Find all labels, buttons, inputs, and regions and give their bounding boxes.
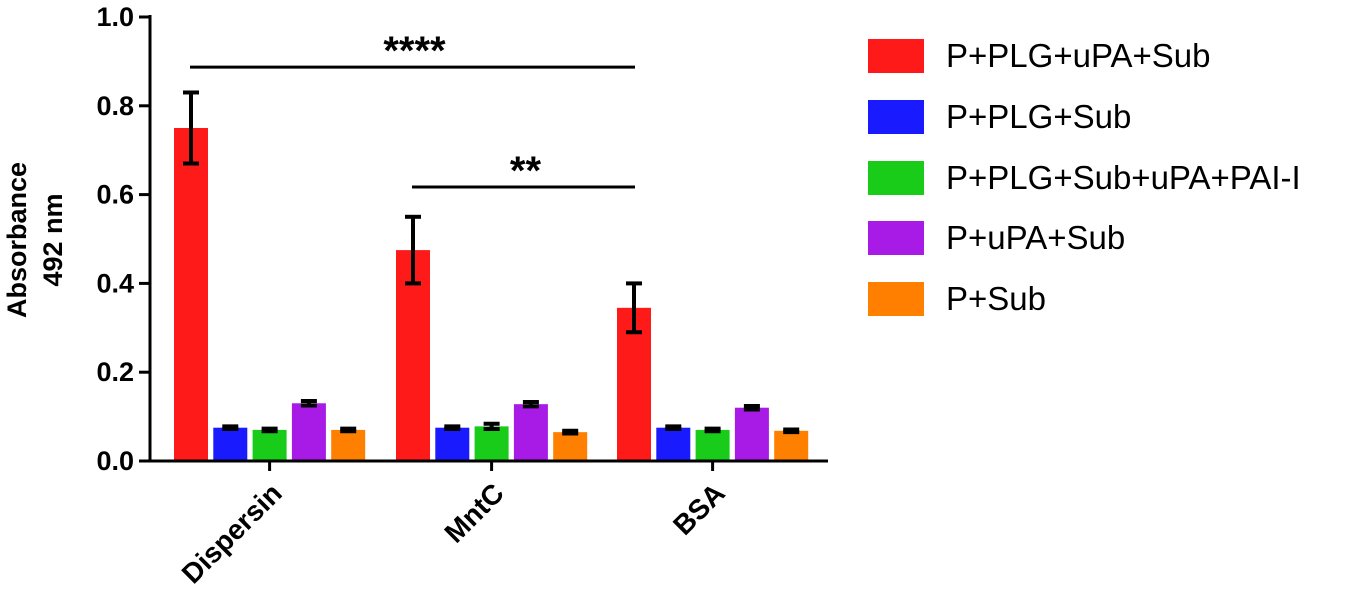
y-axis-title-line2: 492 nm [38,193,68,286]
bar [695,429,730,461]
y-tick-label: 0.0 [96,446,134,476]
bar [252,429,287,461]
y-axis-title-line1: Absorbance [2,162,32,318]
bars [174,90,809,461]
legend: P+PLG+uPA+Sub P+PLG+Sub P+PLG+Sub+uPA+PA… [868,26,1338,329]
legend-label: P+PLG+uPA+Sub [946,37,1211,75]
legend-label: P+Sub [946,280,1046,318]
legend-item: P+PLG+Sub+uPA+PAI-I [868,147,1338,208]
bar [331,429,366,461]
legend-swatch [868,100,924,135]
y-axis: 0.0 0.2 0.4 0.6 0.8 1.0 [96,2,152,476]
bar [213,427,248,461]
bar [291,403,326,461]
legend-item: P+PLG+uPA+Sub [868,26,1338,87]
y-tick-label: 0.6 [96,180,134,210]
bar [435,427,470,461]
bar [174,128,208,461]
y-tick-label: 0.4 [96,268,134,298]
legend-label: P+PLG+Sub [946,98,1132,136]
legend-swatch [868,39,924,74]
legend-label: P+PLG+Sub+uPA+PAI-I [946,158,1301,196]
significance-label: ** [510,149,542,193]
x-axis: Dispersin MntC BSA [139,459,828,589]
y-tick-label: 0.8 [96,91,134,121]
x-tick-label: BSA [667,477,731,541]
bar-chart: 0.00.20.40.60.81.0 Dispersin MntC BSA ****… [2,2,828,589]
x-tick-label: MntC [438,477,509,548]
significance-annotations: ****** [190,29,635,193]
legend-item: P+uPA+Sub [868,208,1338,269]
x-tick-label: Dispersin [176,477,288,589]
legend-item: P+PLG+Sub [868,87,1338,148]
bar [513,404,548,461]
bar [774,430,809,461]
legend-label: P+uPA+Sub [946,219,1126,257]
legend-swatch [868,221,924,256]
bar [553,432,588,461]
legend-swatch [868,160,924,195]
significance-label: **** [383,29,446,73]
legend-item: P+Sub [868,269,1338,330]
bar [474,426,509,461]
bar [656,427,691,461]
legend-swatch [868,282,924,317]
bar [734,407,769,461]
y-tick-label: 0.2 [96,357,134,387]
y-tick-label: 1.0 [96,2,134,32]
